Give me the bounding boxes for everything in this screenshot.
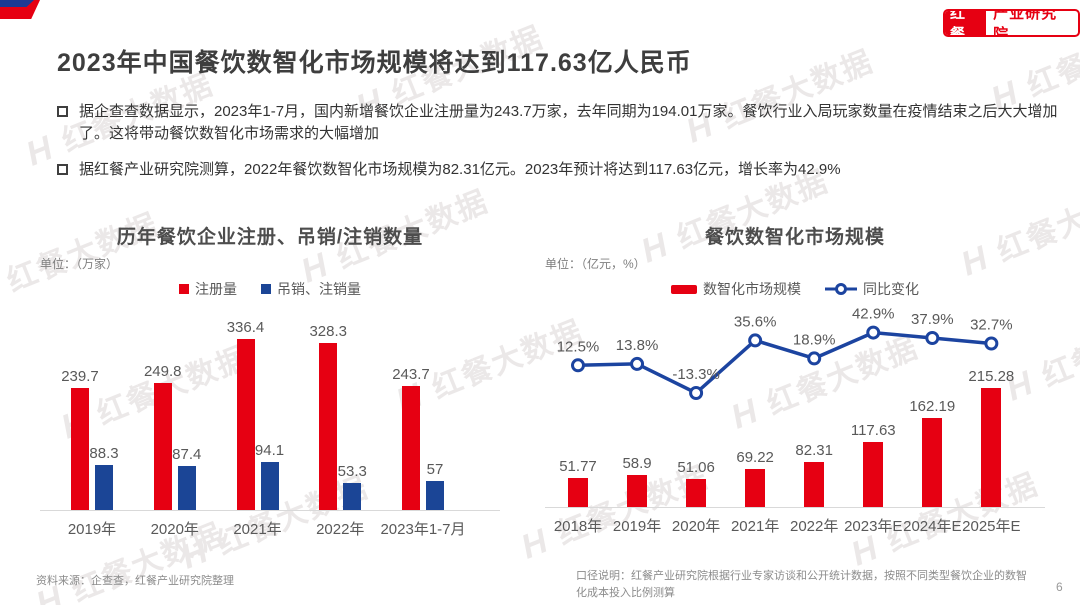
bar-value-label: 88.3 xyxy=(89,445,119,462)
chart-legend: 注册量 吊销、注销量 xyxy=(40,279,500,299)
chart-plot-area: 239.7 88.3 2019年 249.8 87.4 2020年 336.4 94.1 202… xyxy=(40,317,500,538)
bar-数智化市场规模 xyxy=(745,469,766,507)
legend-label: 吊销、注销量 xyxy=(277,281,361,297)
bar-数智化市场规模 xyxy=(568,478,588,507)
bar-注册量 xyxy=(236,339,255,510)
x-axis-label: 2025年E xyxy=(962,518,1021,535)
bar-数智化市场规模 xyxy=(981,388,1002,507)
bar-注册量 xyxy=(153,383,172,510)
x-axis-label: 2020年 xyxy=(150,521,199,538)
legend-item: 注册量 xyxy=(179,279,237,299)
x-axis-label: 2019年 xyxy=(612,518,662,535)
legend-line-swatch-icon xyxy=(825,283,857,295)
x-axis-label: 2022年 xyxy=(316,521,365,538)
bar-value-label: 87.4 xyxy=(172,446,202,463)
page-number: 6 xyxy=(1056,580,1063,594)
bar-value-label: 117.63 xyxy=(850,422,896,439)
data-source-note: 资料来源：企查查，红餐产业研究院整理 xyxy=(36,575,234,587)
bar-value-label: 53.3 xyxy=(337,463,367,480)
bar-注册量 xyxy=(402,386,420,510)
bar-数智化市场规模 xyxy=(922,418,943,507)
bar-吊销、注销量 xyxy=(343,483,362,510)
x-axis-label: 2021年 xyxy=(233,521,282,538)
brand-logo-mark: 红餐 xyxy=(945,11,987,35)
chart-title: 餐饮数智化市场规模 xyxy=(704,227,885,248)
bar-value-label: 51.77 xyxy=(559,458,597,475)
x-axis-label: 2022年 xyxy=(790,518,839,535)
chart-unit-label: 单位：（亿元，%） xyxy=(545,257,646,271)
brand-logo: 红餐 产业研究院 xyxy=(943,9,1080,37)
legend-item: 吊销、注销量 xyxy=(261,279,361,299)
bar-value-label: 58.9 xyxy=(622,455,652,472)
bullet-text: 据红餐产业研究院测算，2022年餐饮数智化市场规模为82.31亿元。2023年预… xyxy=(79,161,841,178)
bar-数智化市场规模 xyxy=(627,475,648,507)
summary-bullets: 据企查查数据显示，2023年1-7月，国内新增餐饮企业注册量为243.7万家，去… xyxy=(57,101,1062,195)
bar-数智化市场规模 xyxy=(804,462,825,507)
chart-digital-market-size: 餐饮数智化市场规模 单位：（亿元，%） 数智化市场规模 同比变化 51.77 201… xyxy=(545,222,1045,557)
bar-吊销、注销量 xyxy=(177,466,196,510)
chart-plot-area: 51.77 2018年 58.9 2019年 51.06 2020年 69.22 2021年 8… xyxy=(545,308,1045,535)
chart-title: 历年餐饮企业注册、吊销/注销数量 xyxy=(116,227,424,248)
bar-value-label: 336.4 xyxy=(226,319,265,336)
bar-value-label: 82.31 xyxy=(795,442,833,459)
bar-value-label: 51.06 xyxy=(677,459,715,476)
bar-吊销、注销量 xyxy=(260,462,279,510)
bullet-item: 据红餐产业研究院测算，2022年餐饮数智化市场规模为82.31亿元。2023年预… xyxy=(57,159,1062,181)
chart-company-registrations: 历年餐饮企业注册、吊销/注销数量 单位：（万家） 注册量 吊销、注销量 239.7… xyxy=(40,222,500,557)
bar-value-label: 69.22 xyxy=(736,449,774,466)
legend-label: 注册量 xyxy=(195,281,237,297)
x-axis-label: 2020年 xyxy=(671,518,721,535)
bar-数智化市场规模 xyxy=(863,442,884,507)
chart-legend: 数智化市场规模 同比变化 xyxy=(545,279,1045,299)
bar-value-label: 162.19 xyxy=(909,398,956,415)
legend-swatch-icon xyxy=(179,284,189,294)
x-axis-label: 2021年 xyxy=(730,518,780,535)
bar-注册量 xyxy=(71,388,89,510)
bar-value-label: 57 xyxy=(426,461,444,478)
bar-吊销、注销量 xyxy=(426,481,444,510)
bar-数智化市场规模 xyxy=(686,479,707,507)
methodology-note: 口径说明：红餐产业研究院根据行业专家访谈和公开统计数据，按照不同类型餐饮企业的数… xyxy=(576,570,1027,599)
page-title: 2023年中国餐饮数智化市场规模将达到117.63亿人民币 xyxy=(57,49,692,77)
x-axis-label: 2023年E xyxy=(844,518,903,535)
square-bullet-icon xyxy=(57,164,68,175)
bar-value-label: 328.3 xyxy=(309,323,348,340)
square-bullet-icon xyxy=(57,106,68,117)
legend-swatch-icon xyxy=(261,284,271,294)
bar-value-label: 94.1 xyxy=(254,442,285,459)
bar-value-label: 249.8 xyxy=(143,363,182,380)
bullet-text: 据企查查数据显示，2023年1-7月，国内新增餐饮企业注册量为243.7万家，去… xyxy=(79,103,1058,142)
brand-logo-org: 产业研究院 xyxy=(993,9,1058,37)
x-axis-label: 2024年E xyxy=(903,518,962,535)
bar-吊销、注销量 xyxy=(95,465,113,510)
bar-value-label: 239.7 xyxy=(61,368,99,385)
bullet-item: 据企查查数据显示，2023年1-7月，国内新增餐饮企业注册量为243.7万家，去… xyxy=(57,101,1062,145)
legend-label: 数智化市场规模 xyxy=(703,281,801,297)
legend-label: 同比变化 xyxy=(863,281,919,297)
chart-unit-label: 单位：（万家） xyxy=(40,257,119,271)
bar-value-label: 215.28 xyxy=(968,368,1015,385)
bar-value-label: 243.7 xyxy=(392,366,430,383)
x-axis-label: 2019年 xyxy=(67,521,117,538)
title-accent-blue xyxy=(0,0,34,7)
legend-bar-swatch-icon xyxy=(671,284,697,294)
x-axis-label: 2023年1-7月 xyxy=(380,521,466,538)
legend-item: 同比变化 xyxy=(825,279,919,299)
x-axis-label: 2018年 xyxy=(553,518,603,535)
bar-注册量 xyxy=(319,343,338,510)
legend-item: 数智化市场规模 xyxy=(671,279,801,299)
